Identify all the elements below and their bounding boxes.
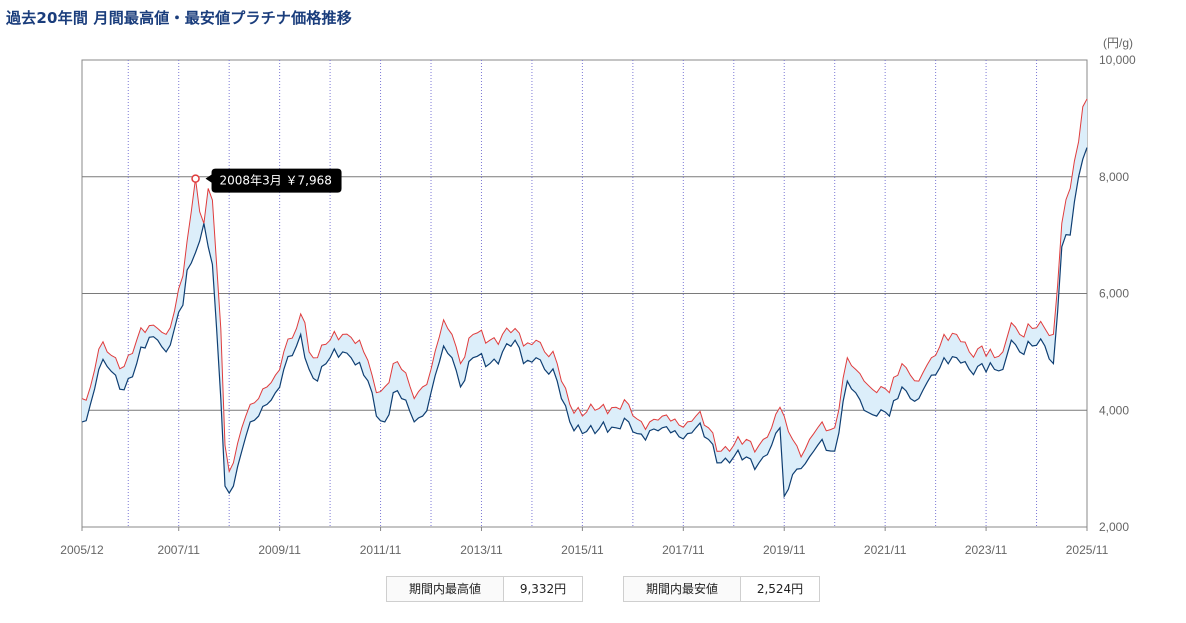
x-tick-label: 2021/11 xyxy=(864,543,907,557)
tooltip-text: 2008年3月 ￥7,968 xyxy=(220,174,332,188)
y-tick-label: 8,000 xyxy=(1099,170,1129,184)
tooltip[interactable]: 2008年3月 ￥7,968 xyxy=(191,168,342,193)
platinum-price-chart: 2,000 4,000 6,000 8,000 10,000 2005/12 2007/1… xyxy=(60,36,1136,557)
tooltip-box xyxy=(205,168,342,193)
x-tick-label: 2019/11 xyxy=(763,543,806,557)
chart-title: 過去20年間 月間最高値・最安値プラチナ価格推移 xyxy=(6,9,352,27)
period-min-value: 2,524円 xyxy=(756,582,804,596)
period-min-box: 期間内最安値 2,524円 xyxy=(623,576,820,602)
x-tick-label: 2023/11 xyxy=(965,543,1008,557)
low-price-line xyxy=(81,147,1088,499)
period-max-box: 期間内最高値 9,332円 xyxy=(386,576,583,602)
period-max-value: 9,332円 xyxy=(519,582,567,596)
x-tick-label: 2011/11 xyxy=(360,543,402,557)
period-min-label: 期間内最安値 xyxy=(624,577,741,601)
x-tick-label: 2017/11 xyxy=(662,543,705,557)
high-low-band xyxy=(82,99,1087,497)
x-tick-label: 2005/12 xyxy=(60,543,104,557)
period-max-label: 期間内最高値 xyxy=(387,577,504,601)
x-tick-label: 2025/11 xyxy=(1066,543,1109,557)
y-axis-ticks: 2,000 4,000 6,000 8,000 10,000 xyxy=(1099,53,1136,534)
x-axis-ticks: 2005/12 2007/11 2009/11 2011/11 2013/11 2015/… xyxy=(60,527,1109,557)
y-tick-label: 10,000 xyxy=(1099,53,1136,67)
high-price-line xyxy=(81,98,1088,474)
x-tick-label: 2015/11 xyxy=(561,543,604,557)
x-tick-label: 2009/11 xyxy=(258,543,301,557)
unit-label: (円/g) xyxy=(1103,36,1133,50)
y-tick-label: 6,000 xyxy=(1099,287,1129,301)
highlight-point-marker[interactable] xyxy=(191,174,200,183)
y-tick-label: 2,000 xyxy=(1099,520,1129,534)
x-tick-label: 2007/11 xyxy=(157,543,200,557)
x-tick-label: 2013/11 xyxy=(460,543,503,557)
y-tick-label: 4,000 xyxy=(1099,403,1129,417)
